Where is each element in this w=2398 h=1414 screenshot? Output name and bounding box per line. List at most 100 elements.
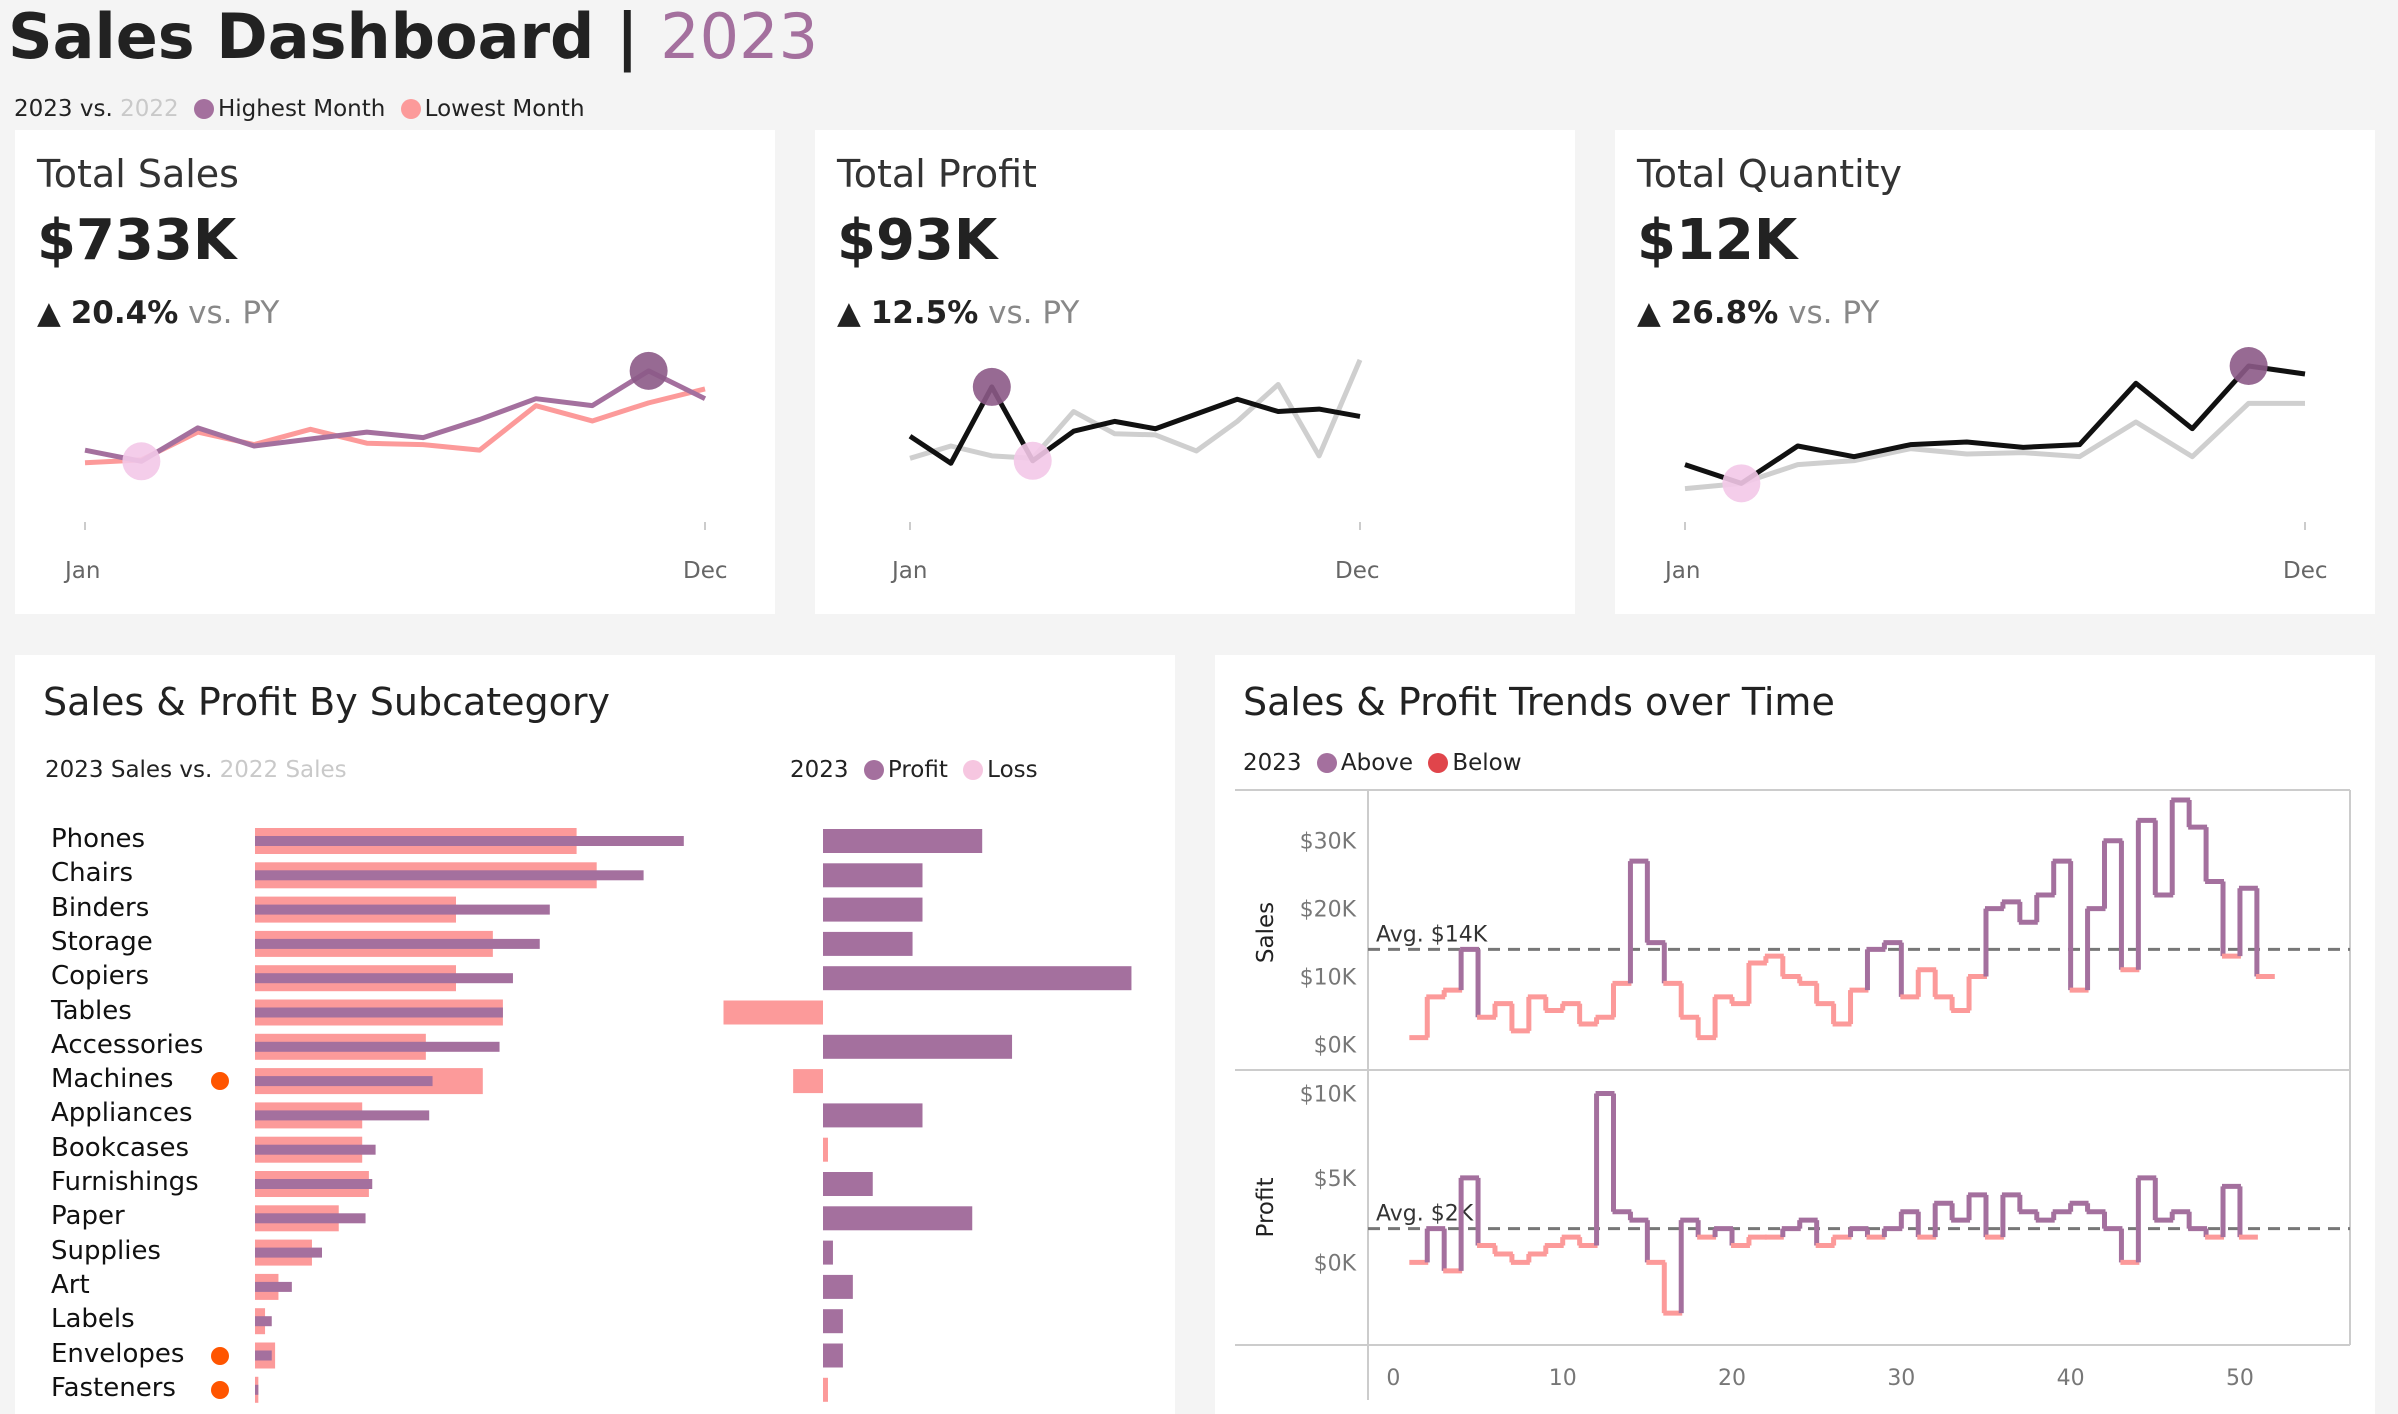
kpi-value: $93K xyxy=(837,208,998,273)
bar-profit xyxy=(823,1343,843,1368)
subcategory-label: Supplies xyxy=(51,1235,161,1266)
warning-dot-icon xyxy=(211,1072,229,1091)
average-label: Avg. $2K xyxy=(1376,1202,1474,1227)
legend-lowest-month: Lowest Month xyxy=(424,96,585,122)
kpi-delta: ▲ 12.5% vs. PY xyxy=(837,295,1079,331)
bar-2023-sales xyxy=(255,1041,500,1052)
bar-2023-sales xyxy=(255,1076,433,1087)
kpi-vs-label: vs. PY xyxy=(1788,295,1880,331)
subcategory-label: Accessories xyxy=(51,1029,204,1060)
subcategory-label: Envelopes xyxy=(51,1338,185,1369)
bar-profit xyxy=(823,897,923,922)
x-tick-label: 0 xyxy=(1386,1366,1400,1391)
subcategory-panel: Sales & Profit By Subcategory 2023 Sales… xyxy=(15,655,1175,1414)
subcategory-label: Tables xyxy=(51,995,132,1026)
warning-dot-icon xyxy=(211,1346,229,1365)
axis-end-label: Dec xyxy=(2283,558,2328,584)
trends-panel: Sales & Profit Trends over Time 2023 Abo… xyxy=(1215,655,2375,1414)
kpi-title: Total Sales xyxy=(37,152,239,196)
legend-2022-sales: 2022 Sales xyxy=(219,757,347,783)
subcategory-title: Sales & Profit By Subcategory xyxy=(43,680,611,724)
series-line-2023 xyxy=(1684,363,2306,486)
kpi-delta-value: 12.5% xyxy=(870,295,979,331)
bar-2023-sales xyxy=(255,1384,259,1395)
bar-profit xyxy=(823,1034,1013,1059)
highest-month-marker xyxy=(2229,347,2268,385)
y-tick-label: $30K xyxy=(1300,830,1357,855)
bar-2023-sales xyxy=(255,938,540,949)
bar-2023-sales xyxy=(255,1350,272,1361)
bar-2023-sales xyxy=(255,870,644,881)
bar-2023-sales xyxy=(255,904,550,915)
trends-legend: 2023 Above Below xyxy=(1243,750,1522,776)
bar-2023-sales xyxy=(255,1281,292,1292)
axis-start-label: Jan xyxy=(65,558,101,584)
y-tick-label: $20K xyxy=(1300,898,1357,923)
subcategory-label: Copiers xyxy=(51,961,150,992)
kpi-vs-label: vs. PY xyxy=(988,295,1080,331)
bar-2023-sales xyxy=(255,1179,373,1189)
axis-end-label: Dec xyxy=(683,558,728,584)
bar-profit xyxy=(823,1377,828,1402)
bar-2023-sales xyxy=(255,1007,503,1018)
legend-vs: vs. xyxy=(79,96,113,122)
bar-loss xyxy=(723,1000,823,1025)
legend-loss: Loss xyxy=(987,757,1038,783)
series-line-2022 xyxy=(1684,400,2305,492)
warning-dot-icon xyxy=(211,1380,229,1399)
legend-2023: 2023 xyxy=(1243,750,1302,776)
bar-2023-sales xyxy=(255,1110,430,1121)
bar-2023-sales xyxy=(255,1247,322,1258)
bar-profit xyxy=(823,829,983,853)
profit-sparkline xyxy=(908,358,1363,530)
bar-loss xyxy=(793,1069,823,1094)
bar-profit xyxy=(823,1172,873,1196)
kpi-card-sales: Total Sales $733K ▲ 20.4% vs. PY Jan Dec xyxy=(15,130,775,614)
bar-profit xyxy=(823,863,923,888)
y-tick-label: $0K xyxy=(1314,1251,1357,1276)
bar-profit xyxy=(823,1274,853,1299)
subcategory-label: Binders xyxy=(51,892,150,923)
kpi-vs-label: vs. PY xyxy=(188,295,280,331)
subcategory-label: Bookcases xyxy=(51,1132,190,1163)
axis-start-label: Jan xyxy=(1665,558,1701,584)
up-arrow-icon: ▲ xyxy=(837,295,861,331)
bar-profit xyxy=(823,1137,828,1162)
subcategory-label: Fasteners xyxy=(51,1372,176,1403)
legend-above: Above xyxy=(1340,750,1414,776)
bar-2023-sales xyxy=(255,836,684,846)
kpi-value: $12K xyxy=(1637,208,1798,273)
y-axis-label: Profit xyxy=(1253,1178,1279,1238)
bar-2023-sales xyxy=(255,973,513,984)
sales-legend: 2023 Sales vs. 2022 Sales xyxy=(45,757,347,783)
subcategory-label: Furnishings xyxy=(51,1167,199,1197)
loss-dot-icon xyxy=(963,760,984,780)
legend-below: Below xyxy=(1452,750,1522,776)
series-line-2022 xyxy=(84,386,706,466)
axis-start-label: Jan xyxy=(892,558,928,584)
lowest-month-marker xyxy=(1722,464,1761,503)
kpi-title: Total Profit xyxy=(837,152,1037,196)
subcategory-label: Labels xyxy=(51,1304,135,1335)
dashboard-title: Sales Dashboard | 2023 xyxy=(8,0,818,73)
kpi-card-profit: Total Profit $93K ▲ 12.5% vs. PY Jan Dec xyxy=(815,130,1575,614)
title-text: Sales Dashboard | xyxy=(8,0,639,73)
trends-title: Sales & Profit Trends over Time xyxy=(1243,680,1835,724)
y-axis-label: Sales xyxy=(1253,902,1279,963)
bar-profit xyxy=(823,1206,973,1231)
trends-chart: 0 10 20 30 40 50 Sales $0K $10K $20K $30K Avg. $14K… xyxy=(1235,789,2351,1400)
below-dot-icon xyxy=(1428,753,1449,773)
x-tick-label: 10 xyxy=(1549,1366,1577,1391)
bar-profit xyxy=(823,1309,843,1334)
legend-previous-year: 2022 xyxy=(120,96,179,122)
kpi-delta-value: 26.8% xyxy=(1670,295,1779,331)
lowest-month-marker xyxy=(1013,441,1052,480)
subcategory-label: Art xyxy=(51,1269,90,1300)
profit-dot-icon xyxy=(863,760,884,780)
bar-profit xyxy=(823,931,913,956)
above-dot-icon xyxy=(1316,753,1337,773)
kpi-delta: ▲ 20.4% vs. PY xyxy=(37,295,279,331)
axis-end-label: Dec xyxy=(1335,558,1380,584)
subcategory-label: Storage xyxy=(51,926,153,957)
highest-month-marker xyxy=(629,351,668,390)
